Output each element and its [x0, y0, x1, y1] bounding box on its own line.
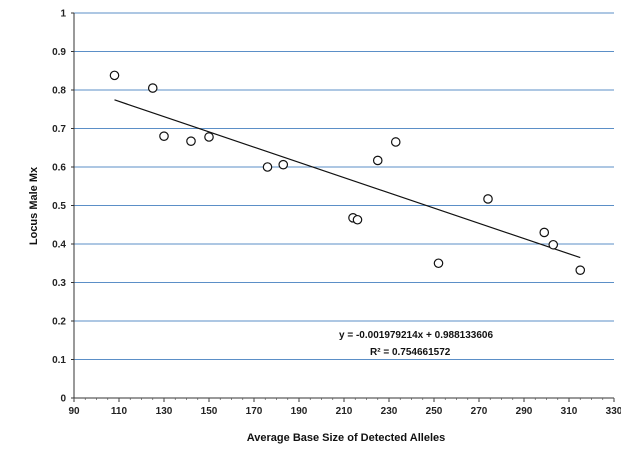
data-point-4	[204, 132, 214, 142]
data-points	[109, 70, 586, 275]
y-tick-label-3: 0.3	[52, 278, 66, 289]
y-tick-label-10: 1	[60, 9, 66, 20]
data-point-0	[109, 70, 120, 81]
x-tick-label-2: 130	[156, 406, 173, 417]
x-tick-label-8: 250	[426, 406, 443, 417]
x-tick-label-4: 170	[246, 406, 263, 417]
x-tick-label-5: 190	[291, 406, 308, 417]
data-point-11	[433, 258, 444, 269]
y-tick-label-9: 0.9	[52, 47, 66, 58]
data-point-1	[147, 83, 158, 93]
data-point-14	[548, 239, 559, 250]
trendline	[114, 99, 581, 259]
y-tick-label-1: 0.1	[52, 355, 66, 366]
x-tick-label-3: 150	[201, 406, 218, 417]
y-axis-ticks: 0 0.1 0.2 0.3 0.4 0.5 0.6 0.7 0.8 0.9 1	[52, 9, 74, 405]
y-tick-label-6: 0.6	[52, 163, 66, 174]
data-point-12	[483, 194, 493, 204]
x-tick-label-0: 90	[68, 406, 80, 417]
data-point-13	[539, 227, 550, 238]
x-tick-label-12: 330	[606, 406, 621, 417]
x-tick-label-11: 310	[561, 406, 578, 417]
data-point-8	[352, 214, 363, 225]
data-point-6	[278, 159, 289, 170]
trendline-equation: y = -0.001979214x + 0.988133606	[339, 330, 493, 341]
data-point-5	[262, 162, 273, 172]
data-point-2	[159, 131, 169, 141]
gridlines	[74, 12, 614, 360]
x-axis-ticks: 90 110 130 150 170 190 210 230 250 270 290 310 330	[68, 398, 621, 417]
data-point-9	[372, 155, 383, 166]
y-tick-label-5: 0.5	[52, 201, 66, 212]
y-tick-label-2: 0.2	[52, 317, 66, 328]
x-tick-label-7: 230	[381, 406, 398, 417]
trendline-r-squared: R² = 0.754661572	[370, 347, 451, 358]
x-tick-label-6: 210	[336, 406, 353, 417]
data-point-3	[186, 136, 196, 147]
data-point-10	[390, 137, 401, 147]
data-point-15	[575, 265, 586, 275]
y-axis-title: Locus Male Mx	[28, 166, 40, 245]
trendline-group	[114, 99, 581, 259]
x-tick-label-1: 110	[111, 406, 128, 417]
y-tick-label-0: 0	[60, 394, 66, 405]
x-tick-label-10: 290	[516, 406, 533, 417]
y-tick-label-8: 0.8	[52, 86, 66, 97]
y-tick-label-7: 0.7	[52, 124, 66, 135]
x-tick-label-9: 270	[471, 406, 488, 417]
x-axis-title: Average Base Size of Detected Alleles	[247, 432, 446, 444]
y-tick-label-4: 0.4	[52, 240, 66, 251]
